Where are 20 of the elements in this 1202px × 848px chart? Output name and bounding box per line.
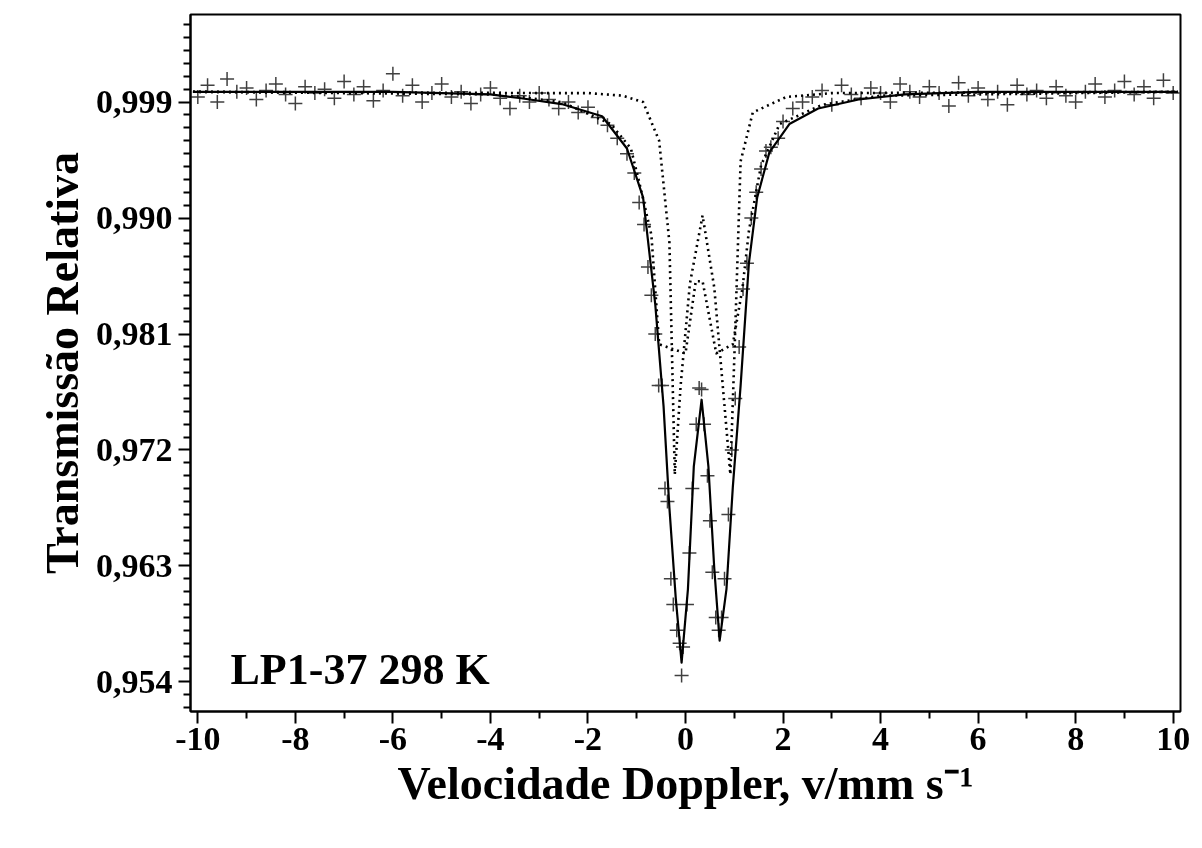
x-tick-label: 10	[1156, 719, 1191, 757]
x-tick-label: -10	[175, 719, 221, 757]
x-axis-title: Velocidade Doppler, v/mm s⁻¹	[397, 757, 974, 809]
x-tick-label: -2	[573, 719, 603, 757]
y-tick-label: 0,981	[96, 315, 173, 353]
x-tick-label: -8	[281, 719, 310, 757]
y-tick-label: 0,954	[96, 662, 173, 700]
y-tick-label: 0,999	[96, 83, 173, 121]
y-tick-label: 0,972	[96, 430, 173, 468]
y-tick-label: 0,990	[96, 199, 173, 237]
x-tick-label: 6	[969, 719, 987, 757]
y-axis-title: Transmissão Relativa	[37, 151, 88, 575]
x-tick-label: 0	[677, 719, 694, 757]
annotation: LP1-37 298 K	[230, 644, 490, 694]
x-tick-label: 8	[1067, 719, 1085, 757]
x-tick-label: 4	[872, 719, 890, 757]
x-tick-label: -6	[378, 719, 408, 757]
x-tick-label: 2	[774, 719, 792, 757]
y-tick-label: 0,963	[96, 546, 173, 584]
x-tick-label: -4	[476, 719, 505, 757]
